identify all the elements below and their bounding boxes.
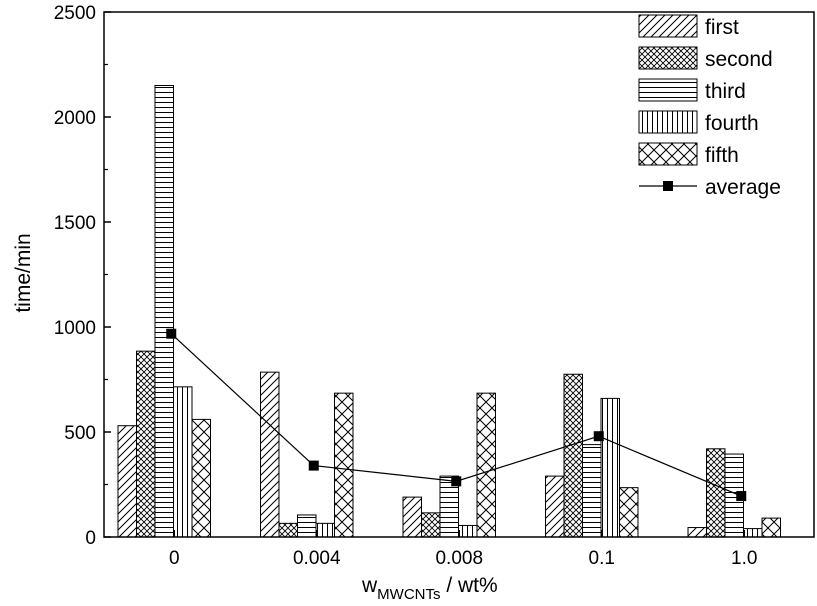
bar-fourth-3 (600, 397, 620, 538)
bar-second-2 (421, 512, 441, 538)
y-tick-label: 2500 (54, 3, 96, 24)
x-tick-label: 0.004 (293, 548, 341, 569)
x-axis-title: wMWCNTs / wt% (361, 574, 498, 603)
x-tick-label: 0.1 (589, 548, 615, 569)
average-marker-1 (308, 460, 319, 471)
x-axis-title-subscript: MWCNTs (377, 586, 440, 603)
average-line (170, 333, 742, 497)
bar-second-3 (563, 373, 583, 538)
bar-third-3 (582, 444, 602, 538)
legend-swatch-third (638, 78, 698, 102)
bar-fifth-3 (619, 487, 639, 538)
legend-swatch-fourth (638, 110, 698, 134)
legend-marker-average (663, 181, 673, 191)
bar-fourth-4 (743, 528, 763, 538)
bar-second-0 (136, 350, 156, 538)
x-tick-label: 1.0 (731, 548, 757, 569)
y-axis: 0 500 1000 1500 2000 2500 (54, 3, 111, 549)
legend-label-third: third (705, 80, 746, 103)
bar-third-0 (154, 85, 174, 538)
legend-label-average: average (705, 176, 781, 199)
average-marker-2 (451, 476, 462, 487)
bar-first-3 (545, 475, 565, 538)
bar-fifth-0 (191, 418, 211, 538)
x-tick-label: 0 (169, 548, 180, 569)
bar-first-4 (687, 527, 707, 538)
bar-second-1 (278, 522, 298, 538)
average-line-group (166, 328, 747, 502)
bar-third-2 (439, 475, 459, 538)
y-axis-title: time/min (12, 233, 35, 312)
bar-fourth-0 (173, 386, 193, 538)
y-tick-label: 1000 (54, 318, 96, 339)
bar-third-1 (297, 514, 317, 538)
bar-second-4 (706, 448, 726, 538)
legend-label-fifth: fifth (705, 144, 739, 167)
x-axis-title-unit: / wt% (441, 574, 498, 597)
legend-swatch-fifth (638, 142, 698, 166)
legend-swatch-first (638, 14, 698, 38)
x-axis-title-main: w (361, 574, 378, 597)
average-marker-4 (736, 491, 747, 502)
y-tick-label: 0 (85, 528, 96, 549)
average-marker-3 (593, 431, 604, 442)
average-marker-0 (166, 328, 177, 339)
y-tick-label: 2000 (54, 108, 96, 129)
bar-fifth-4 (761, 517, 781, 538)
legend-label-first: first (705, 16, 739, 39)
bars-group (117, 85, 781, 538)
y-tick-label: 500 (64, 423, 96, 444)
legend: first second third fourth fifth average (638, 14, 781, 199)
bar-fourth-1 (315, 522, 335, 538)
legend-swatch-second (638, 46, 698, 70)
bar-first-0 (117, 425, 137, 538)
legend-label-second: second (705, 48, 773, 71)
y-tick-label: 1500 (54, 213, 96, 234)
bar-fourth-2 (458, 524, 478, 538)
legend-label-fourth: fourth (705, 112, 759, 135)
bar-first-2 (402, 496, 422, 538)
x-tick-label: 0.008 (435, 548, 483, 569)
bar-fifth-2 (476, 392, 496, 538)
bar-fifth-1 (334, 392, 354, 538)
bar-first-1 (260, 371, 280, 538)
